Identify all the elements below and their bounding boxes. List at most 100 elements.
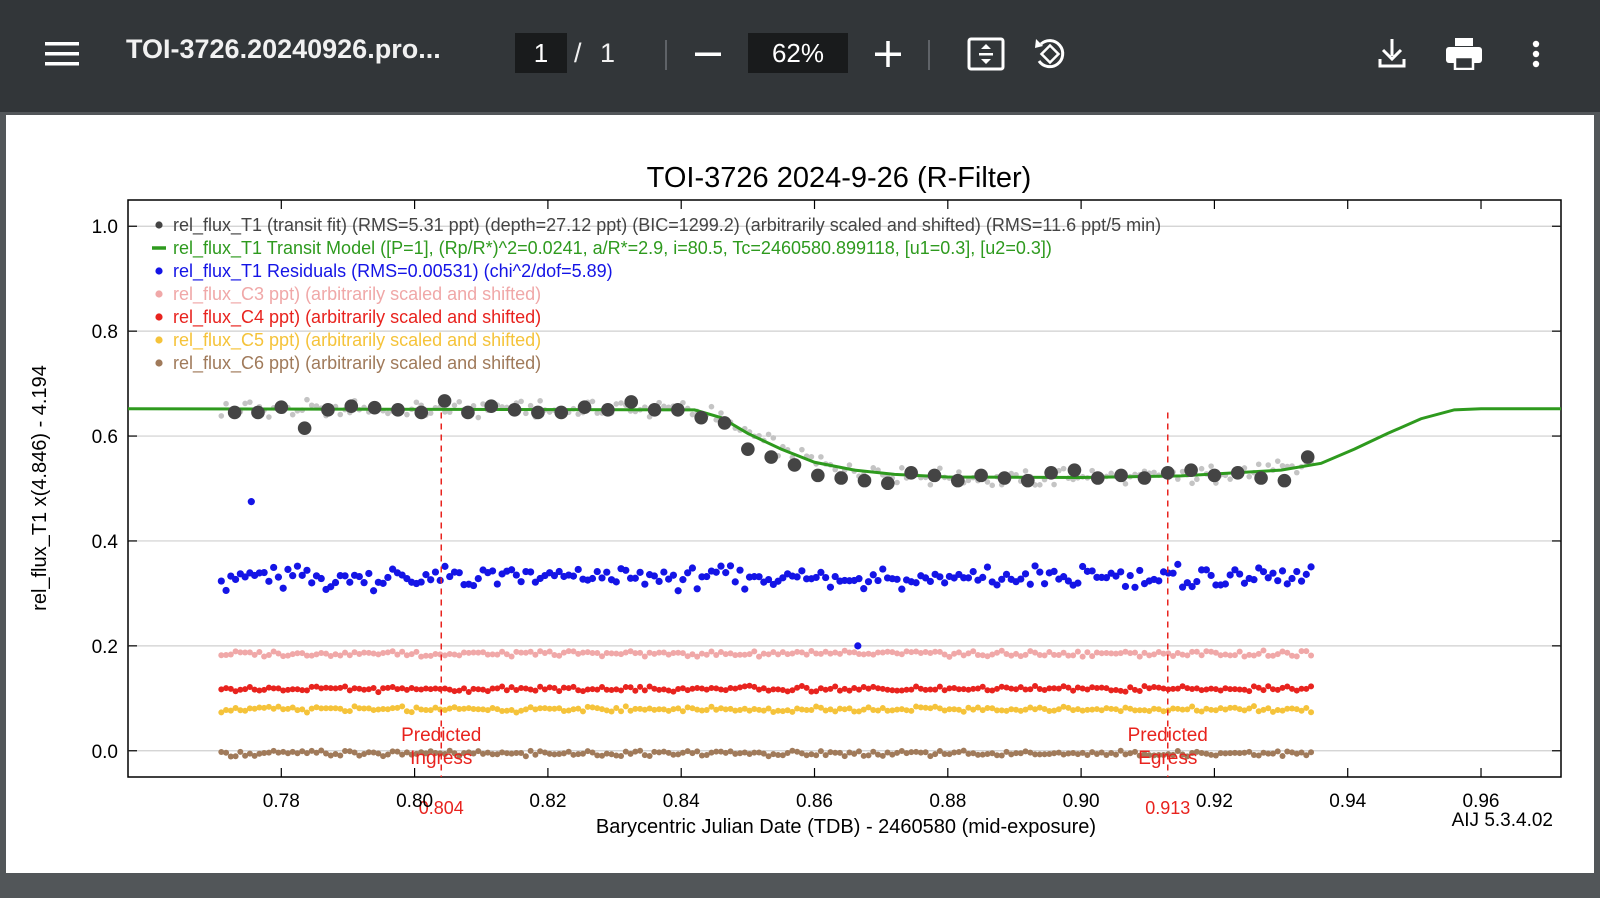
point-c4 (1051, 685, 1058, 692)
point-c6 (284, 750, 291, 757)
zoom-in-button[interactable] (864, 30, 912, 78)
point-c3 (670, 649, 677, 656)
point-c5 (408, 709, 415, 716)
point-residuals (1188, 583, 1196, 591)
point-c4 (960, 686, 967, 693)
point-binned (344, 399, 359, 413)
legend-entry: rel_flux_C3 ppt) (arbitrarily scaled and… (173, 284, 541, 305)
point-raw (870, 465, 877, 471)
point-c5 (798, 706, 805, 713)
point-c5 (875, 707, 882, 714)
point-c3 (1269, 652, 1276, 659)
point-c4 (1184, 685, 1191, 692)
menu-icon[interactable] (38, 30, 86, 78)
point-c4 (380, 685, 387, 692)
print-button[interactable] (1440, 30, 1488, 78)
point-c5 (927, 705, 934, 712)
point-c6 (1017, 750, 1024, 757)
point-c6 (499, 749, 506, 756)
point-c4 (375, 689, 382, 696)
point-c3 (965, 650, 972, 657)
point-c3 (1046, 649, 1053, 656)
fit-page-button[interactable] (962, 30, 1010, 78)
point-c4 (741, 683, 748, 690)
point-c6 (1136, 752, 1143, 759)
page-number-input[interactable]: 1 (515, 33, 567, 73)
point-c4 (399, 685, 406, 692)
download-button[interactable] (1368, 30, 1416, 78)
point-residuals (1174, 560, 1182, 568)
point-c6 (489, 751, 496, 758)
more-options-button[interactable] (1512, 30, 1560, 78)
point-residuals (293, 562, 302, 570)
point-c3 (413, 648, 420, 655)
point-c6 (770, 751, 777, 758)
point-c6 (965, 750, 972, 757)
point-c3 (1236, 648, 1243, 655)
point-c6 (1217, 750, 1224, 757)
point-c6 (946, 751, 953, 758)
point-c6 (998, 752, 1005, 759)
series-residuals (217, 560, 1315, 595)
point-c3 (565, 648, 572, 655)
point-binned (997, 471, 1012, 485)
zoom-input[interactable]: 62% (748, 33, 848, 73)
point-binned (1300, 450, 1315, 464)
point-c4 (1065, 684, 1072, 691)
point-c4 (218, 686, 225, 693)
point-c6 (399, 751, 406, 758)
point-c3 (1060, 649, 1067, 656)
point-residuals (550, 572, 559, 580)
point-c6 (903, 750, 910, 757)
point-c6 (332, 750, 339, 757)
point-c3 (656, 649, 663, 656)
point-c5 (1208, 706, 1215, 713)
point-c6 (579, 750, 586, 757)
point-c3 (470, 649, 477, 656)
point-c6 (551, 751, 558, 758)
point-c6 (465, 749, 472, 756)
point-residuals (655, 577, 663, 585)
point-c4 (955, 686, 962, 693)
point-raw (965, 477, 972, 484)
point-c3 (1117, 650, 1124, 657)
point-c4 (270, 685, 277, 692)
point-c6 (756, 749, 763, 756)
point-c3 (375, 651, 382, 658)
point-c6 (494, 751, 501, 758)
point-c3 (1022, 651, 1029, 658)
point-c6 (993, 752, 1000, 759)
point-c4 (917, 685, 924, 692)
point-residuals (926, 577, 934, 586)
point-c3 (1070, 652, 1077, 659)
point-c4 (775, 686, 782, 693)
point-c5 (979, 707, 986, 714)
zoom-out-button[interactable] (684, 30, 732, 78)
point-binned (577, 400, 592, 414)
point-c5 (556, 705, 563, 712)
x-tick-label: 0.90 (1063, 791, 1100, 812)
point-c3 (1112, 650, 1119, 657)
point-c3 (603, 650, 610, 657)
point-c3 (727, 650, 734, 657)
point-c4 (1298, 685, 1305, 692)
point-c5 (342, 708, 349, 715)
point-c6 (303, 750, 310, 757)
point-binned (414, 405, 429, 420)
rotate-button[interactable] (1026, 30, 1074, 78)
point-c5 (941, 707, 948, 714)
point-c5 (765, 705, 772, 712)
document-title: TOI-3726.20240926.pro... (126, 34, 441, 64)
point-c4 (461, 685, 468, 692)
point-c4 (227, 685, 234, 692)
point-c4 (389, 683, 396, 690)
point-raw (846, 462, 853, 468)
point-c4 (451, 688, 458, 695)
point-residuals (1102, 574, 1111, 582)
point-residuals (436, 576, 444, 585)
point-c3 (579, 649, 586, 656)
point-c4 (384, 684, 391, 691)
point-c4 (323, 684, 330, 691)
point-residuals (793, 573, 801, 581)
point-c5 (884, 707, 891, 714)
